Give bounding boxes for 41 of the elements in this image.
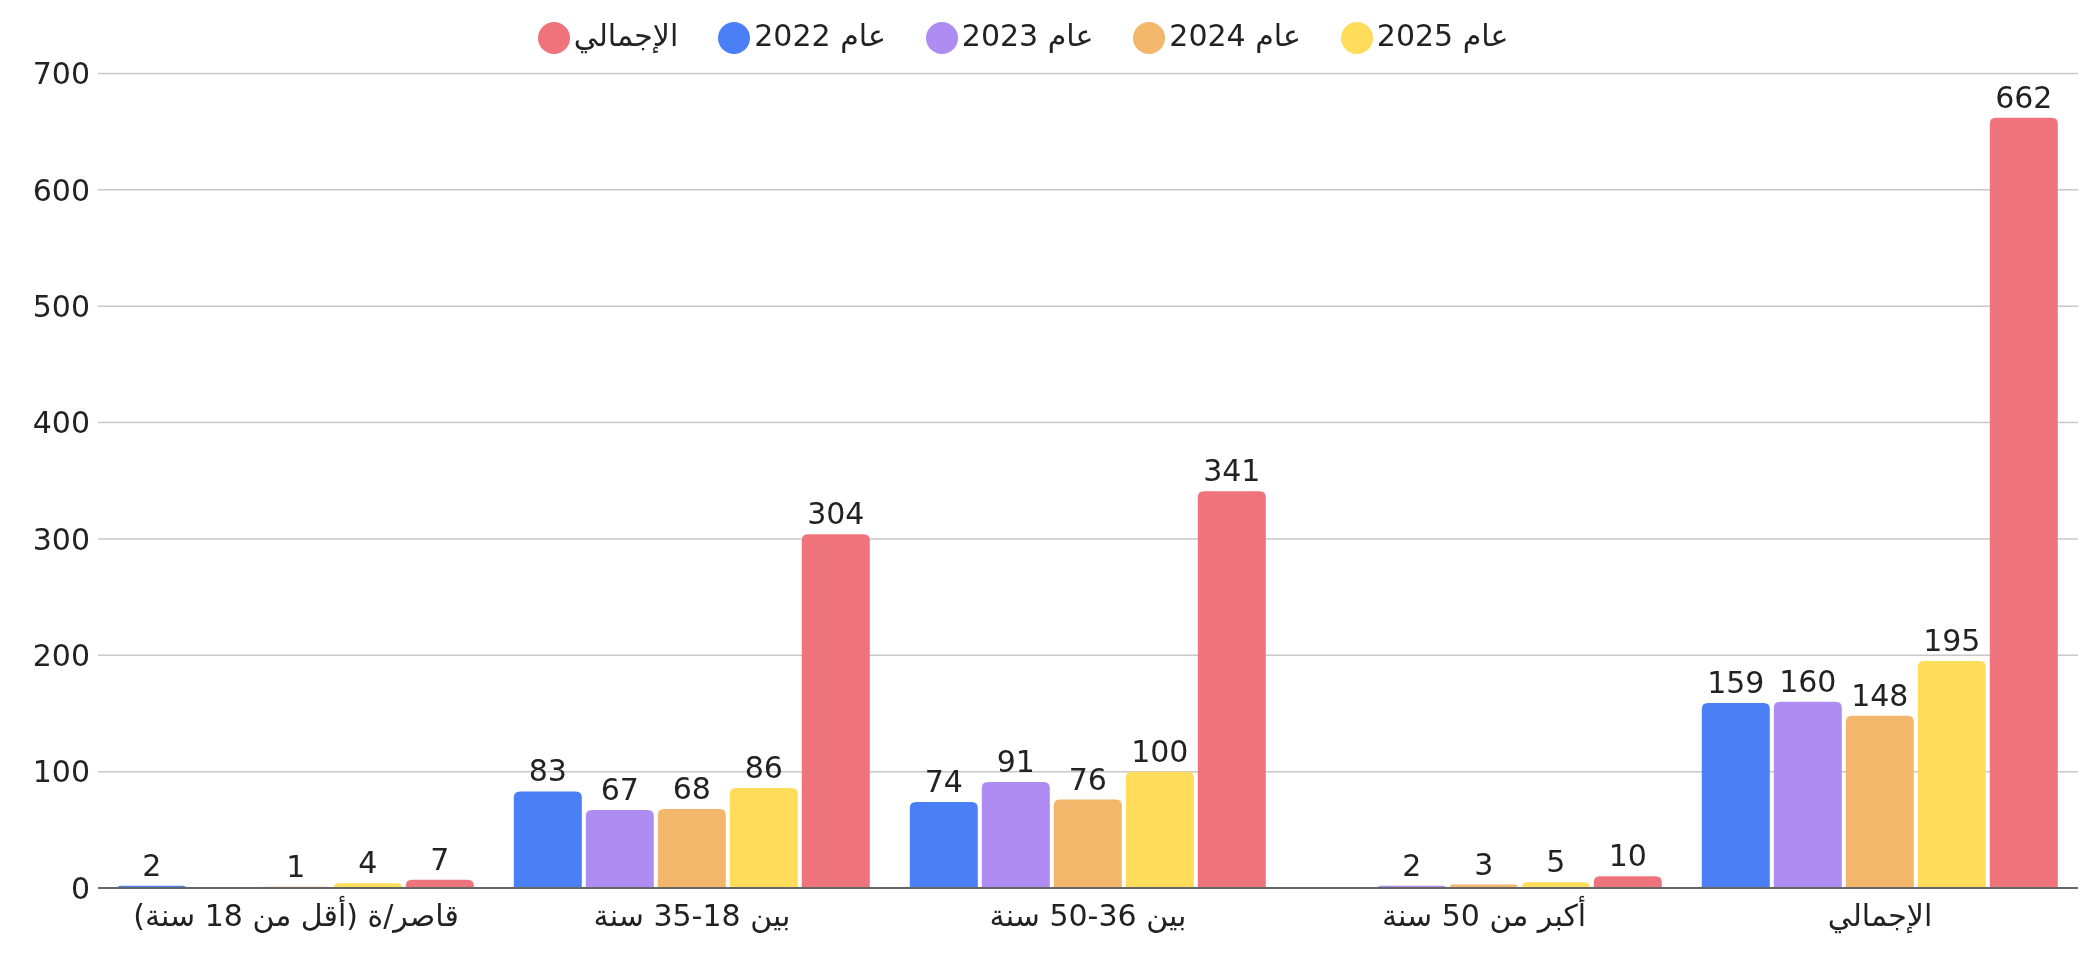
data-label: 304 [807,496,865,532]
data-label: 91 [996,744,1035,780]
y-tick-label: 400 [32,405,90,441]
data-label: 2 [1402,847,1422,883]
data-label: 1 [286,848,306,884]
legend-label: عام 2022 [754,18,886,53]
data-label: 341 [1203,453,1261,489]
data-label: 148 [1851,677,1909,713]
legend-label: عام 2024 [1169,18,1301,53]
data-label: 7 [430,841,450,877]
x-tick-label: بين 18-35 سنة [593,898,791,933]
data-label: 160 [1779,663,1837,699]
data-label: 100 [1131,733,1189,769]
y-tick-label: 300 [32,521,90,557]
data-label: 10 [1608,838,1647,874]
x-tick-label: أكبر من 50 سنة [1381,895,1587,933]
data-label: 3 [1474,846,1494,882]
data-label: 76 [1068,761,1107,797]
x-tick-label: الإجمالي [1827,898,1933,934]
data-label: 662 [1995,79,2053,115]
legend-label: الإجمالي [573,18,679,53]
y-tick-label: 700 [32,56,90,92]
y-tick-label: 600 [32,172,90,208]
data-label: 195 [1923,623,1981,659]
y-tick-label: 0 [70,870,90,906]
data-label: 68 [672,770,711,806]
y-tick-label: 100 [32,754,90,790]
data-label: 4 [358,845,378,881]
data-label: 74 [924,763,963,799]
legend-label: عام 2025 [1376,18,1509,53]
data-label: 2 [142,847,162,883]
data-label: 86 [744,749,783,785]
x-tick-label: قاصر/ة (أقل من 18 سنة) [133,895,459,933]
legend-label: عام 2023 [961,18,1094,53]
data-label: 5 [1546,844,1566,880]
data-label: 67 [600,772,639,808]
y-tick-label: 200 [32,637,90,673]
x-tick-label: بين 36-50 سنة [989,898,1187,933]
data-label: 159 [1707,664,1765,700]
y-tick-label: 500 [32,288,90,324]
data-label: 83 [528,753,567,789]
